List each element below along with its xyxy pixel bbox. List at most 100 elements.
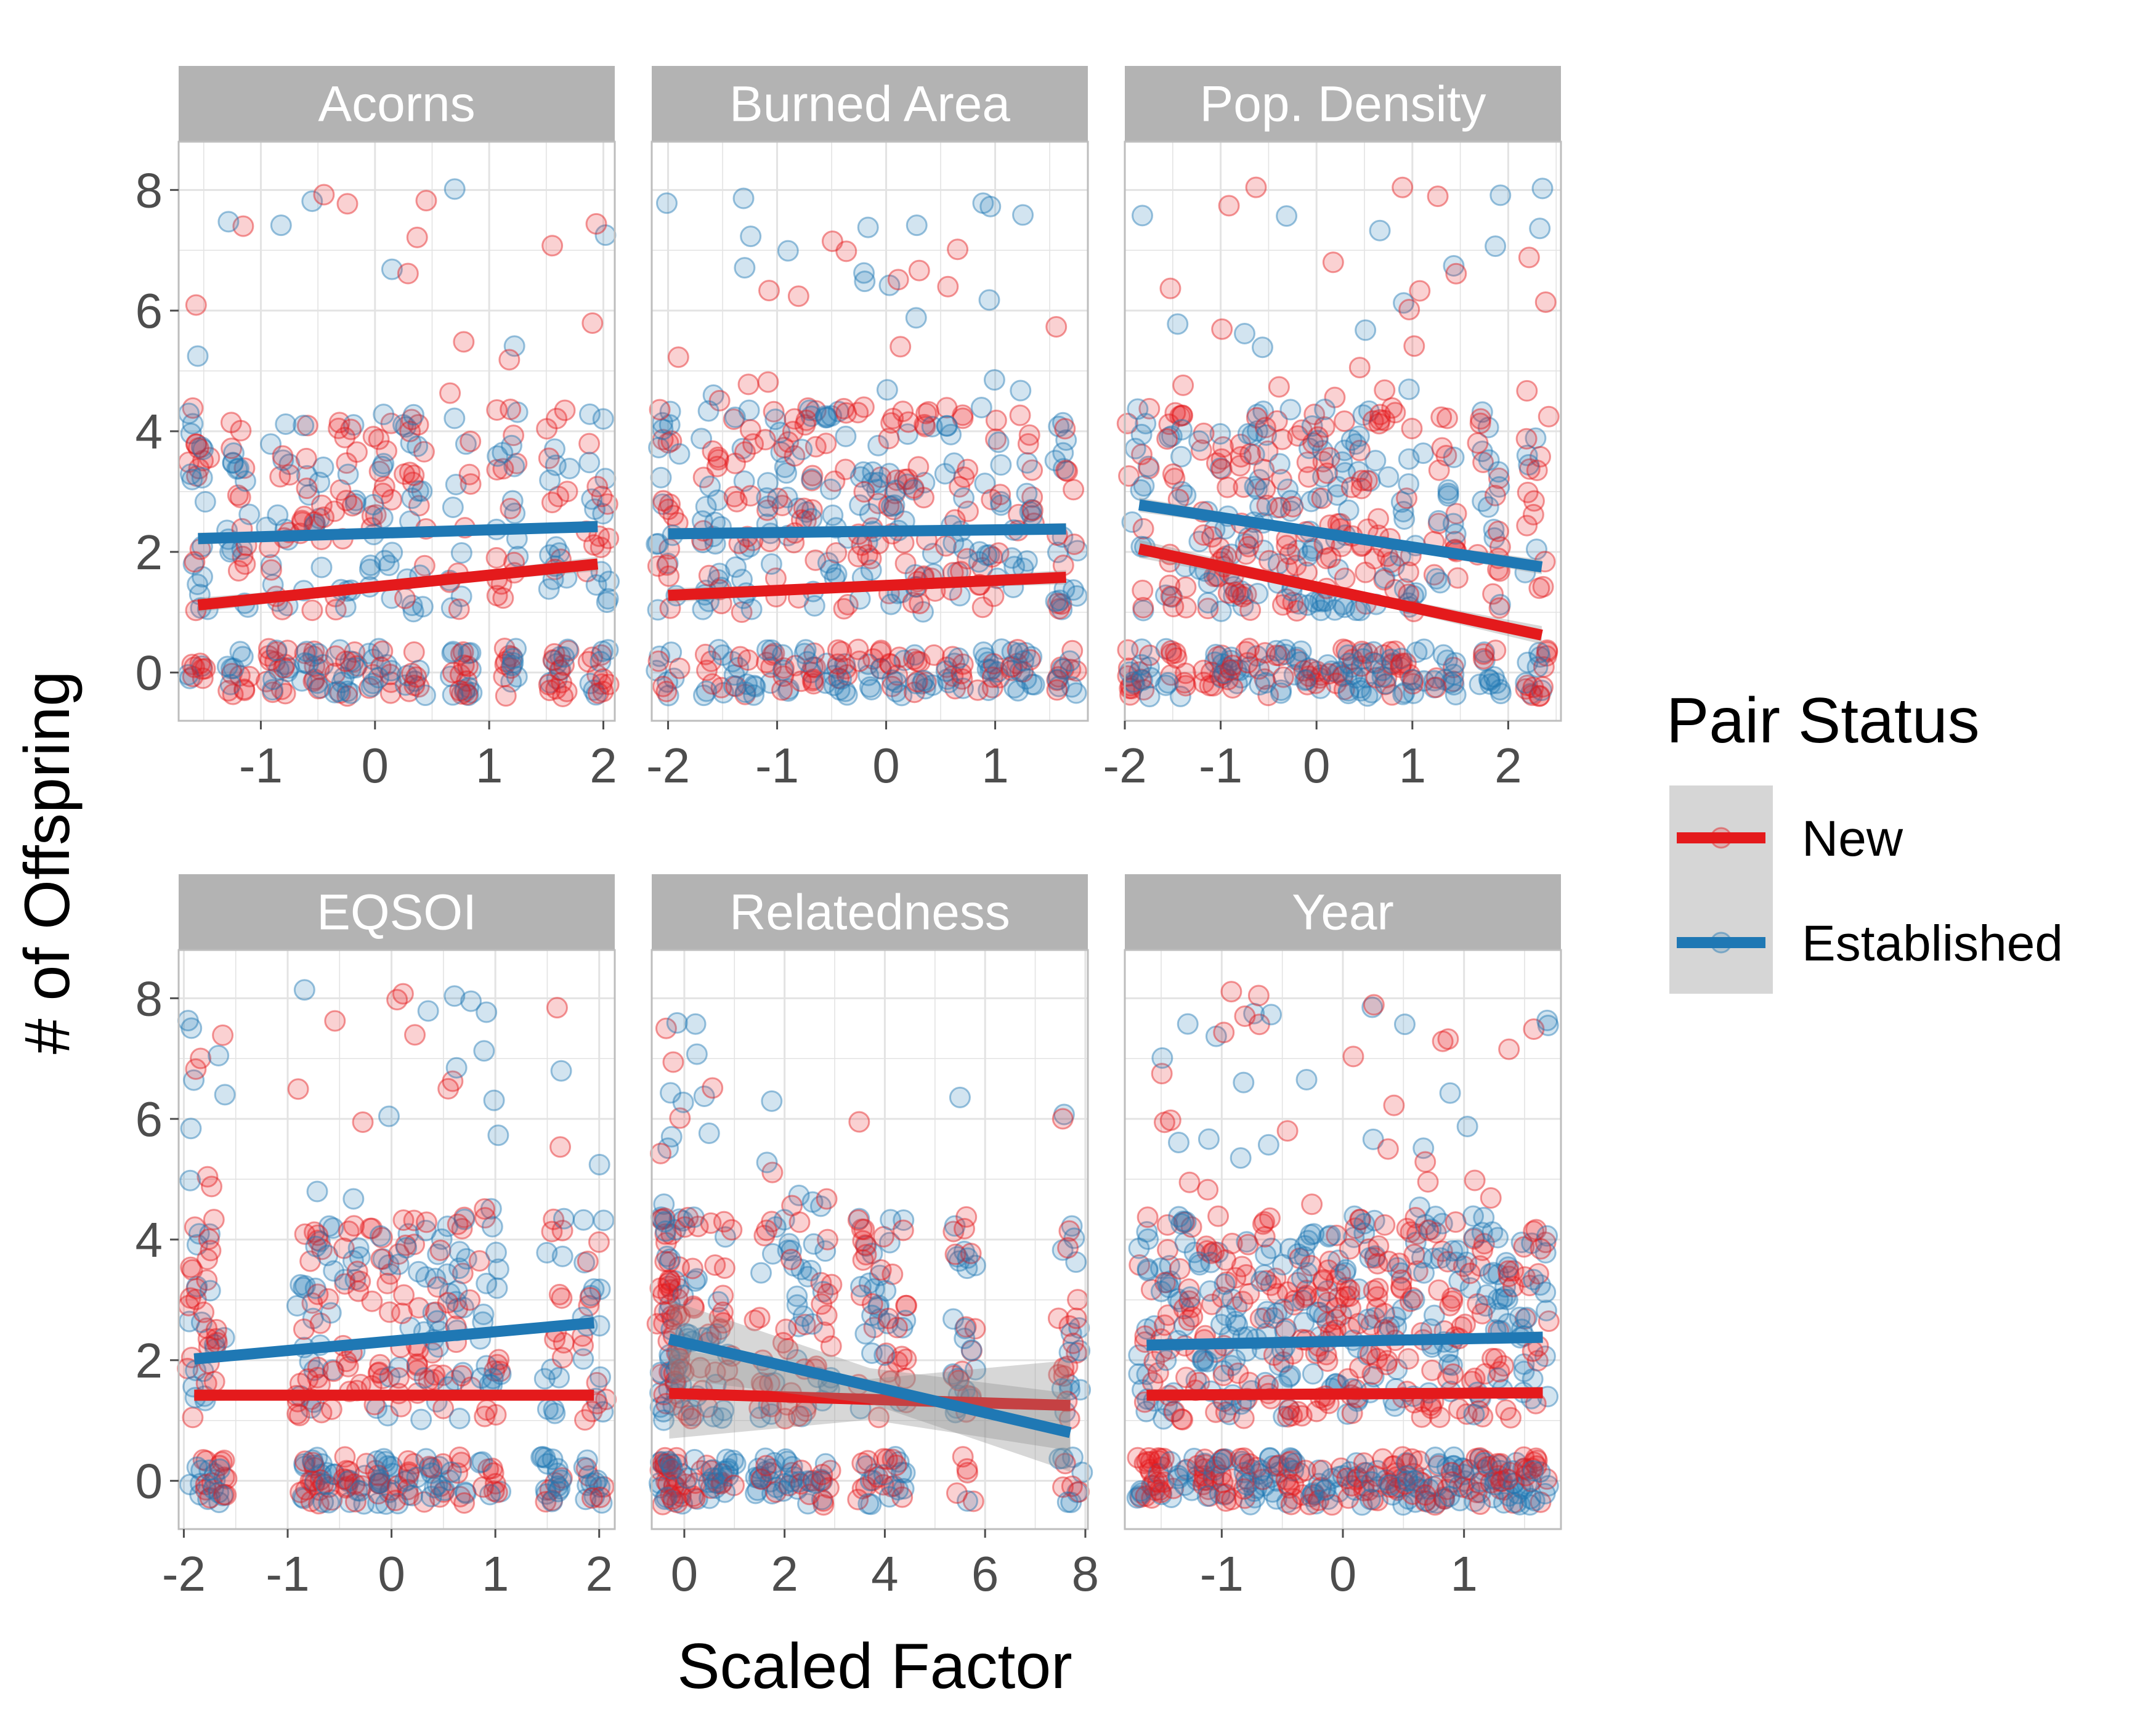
data-point — [1211, 318, 1233, 340]
data-point — [483, 1089, 505, 1111]
data-point — [551, 1287, 573, 1309]
data-point — [1431, 437, 1453, 459]
data-point — [376, 654, 398, 676]
data-point — [795, 501, 817, 523]
y-tick-label: 6 — [136, 283, 163, 338]
data-point — [708, 389, 731, 412]
data-point — [707, 489, 729, 511]
data-point — [853, 461, 875, 483]
data-point — [1131, 205, 1153, 227]
data-point — [1057, 1236, 1079, 1259]
data-point — [233, 680, 256, 702]
data-point — [662, 1051, 684, 1073]
data-point — [878, 274, 901, 296]
data-point — [178, 402, 200, 424]
data-point — [232, 215, 254, 237]
data-point — [886, 664, 909, 686]
data-point — [414, 684, 436, 707]
data-point — [1459, 1262, 1481, 1285]
data-point — [1417, 1171, 1439, 1193]
data-point — [503, 455, 525, 477]
data-point — [696, 659, 718, 681]
data-point — [801, 670, 824, 692]
data-point — [1396, 1217, 1418, 1240]
data-point — [907, 456, 930, 478]
data-point — [360, 554, 382, 577]
data-point — [337, 463, 359, 485]
y-tick-label: 4 — [136, 1212, 163, 1267]
data-point — [803, 642, 825, 664]
data-point — [880, 495, 902, 518]
data-point — [330, 479, 352, 501]
data-point — [1534, 291, 1557, 313]
data-point — [487, 445, 509, 467]
data-point — [492, 458, 514, 480]
data-point — [772, 657, 795, 679]
data-point — [985, 428, 1007, 450]
data-point — [381, 542, 403, 564]
data-point — [481, 1216, 503, 1238]
data-point — [203, 1209, 225, 1231]
data-point — [1149, 1479, 1171, 1501]
data-point — [794, 414, 816, 436]
data-point — [904, 644, 926, 666]
data-point — [380, 671, 402, 693]
data-point — [756, 487, 778, 509]
data-point — [352, 1111, 374, 1133]
data-point — [754, 429, 776, 451]
y-tick-label: 2 — [136, 1333, 163, 1388]
data-point — [336, 193, 359, 215]
data-point — [946, 1482, 968, 1504]
data-point — [953, 537, 975, 559]
data-point — [815, 432, 837, 455]
data-point — [486, 459, 508, 481]
data-point — [1268, 453, 1291, 475]
data-point — [379, 664, 401, 686]
data-point — [826, 657, 848, 679]
data-point — [736, 673, 758, 696]
data-point — [448, 1407, 471, 1429]
y-axis-title: # of Offspring — [12, 671, 83, 1054]
data-point — [368, 460, 391, 482]
data-point — [942, 665, 964, 687]
data-point — [798, 399, 821, 421]
data-point — [572, 1348, 594, 1370]
data-point — [590, 644, 612, 666]
data-point — [853, 481, 875, 503]
data-point — [729, 646, 752, 668]
data-point — [760, 672, 782, 694]
data-point — [233, 678, 256, 700]
data-point — [757, 495, 779, 518]
data-point — [692, 466, 715, 489]
data-point — [804, 549, 827, 571]
data-point — [493, 638, 516, 660]
data-point — [538, 673, 560, 696]
data-point — [785, 654, 807, 676]
data-point — [906, 214, 928, 237]
data-point — [395, 416, 417, 438]
data-point — [777, 680, 799, 702]
data-point — [659, 1248, 681, 1270]
data-point — [213, 1484, 235, 1506]
data-point — [456, 683, 479, 705]
data-point — [1021, 499, 1044, 521]
data-point — [734, 681, 756, 704]
data-point — [476, 1399, 498, 1421]
data-point — [876, 1448, 898, 1471]
data-point — [1245, 176, 1267, 198]
data-point — [190, 436, 213, 458]
data-point — [771, 494, 793, 516]
data-point — [598, 673, 620, 696]
data-point — [179, 667, 201, 689]
data-point — [723, 485, 745, 508]
y-tick-label: 2 — [136, 525, 163, 580]
data-point — [1401, 418, 1423, 440]
data-point — [229, 665, 251, 687]
data-point — [1339, 1238, 1361, 1260]
data-point — [734, 257, 756, 279]
data-point — [485, 1241, 507, 1264]
data-point — [914, 471, 936, 493]
data-point — [857, 653, 879, 675]
facet-panel-acorns: Acorns 0 2 4 6 8 -1 0 1 2 — [136, 66, 620, 793]
data-point — [545, 454, 567, 476]
